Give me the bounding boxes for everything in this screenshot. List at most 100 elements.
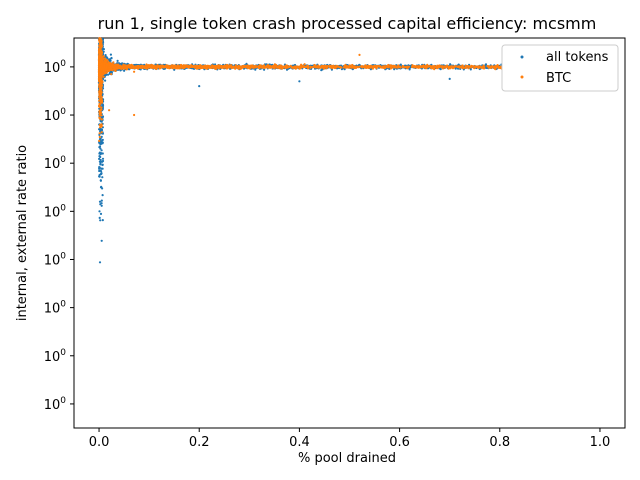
- point-btc: [98, 92, 101, 96]
- point-all-tokens: [104, 54, 107, 57]
- point-btc: [110, 73, 113, 76]
- point-btc: [404, 66, 407, 69]
- point-btc: [240, 65, 243, 68]
- point-all-tokens: [98, 200, 102, 203]
- point-btc: [98, 71, 101, 74]
- point-all-tokens: [98, 167, 101, 170]
- point-btc: [100, 97, 103, 100]
- point-btc: [100, 106, 103, 109]
- point-btc: [98, 99, 101, 102]
- point-btc: [230, 65, 233, 68]
- point-all-tokens: [98, 173, 101, 176]
- point-all-tokens: [98, 166, 101, 169]
- point-btc: [111, 63, 114, 66]
- point-btc: [483, 67, 486, 70]
- point-btc: [100, 53, 103, 56]
- point-all-tokens: [484, 63, 487, 66]
- point-all-tokens: [98, 216, 101, 219]
- point-btc: [369, 66, 372, 69]
- point-btc: [467, 67, 470, 70]
- point-btc: [100, 100, 103, 103]
- point-btc: [99, 66, 102, 69]
- point-btc: [415, 66, 418, 69]
- point-btc: [98, 88, 101, 91]
- point-all-tokens: [98, 133, 101, 136]
- point-btc: [438, 64, 441, 67]
- point-all-tokens: [99, 160, 102, 163]
- point-btc: [367, 65, 370, 68]
- y-tick-label: 100: [44, 107, 67, 124]
- point-btc: [102, 75, 105, 78]
- point-all-tokens: [486, 66, 489, 69]
- point-btc: [343, 66, 346, 69]
- point-btc: [124, 64, 127, 67]
- point-btc: [98, 96, 101, 99]
- point-btc: [211, 66, 214, 69]
- point-btc: [99, 50, 102, 54]
- point-btc: [99, 79, 102, 82]
- point-all-tokens: [100, 141, 103, 144]
- point-btc: [234, 67, 237, 70]
- point-btc: [337, 65, 340, 68]
- point-btc: [100, 131, 103, 134]
- x-tick-label: 0.4: [289, 435, 310, 450]
- point-all-tokens: [100, 149, 103, 152]
- point-btc: [98, 135, 101, 139]
- point-all-tokens: [101, 157, 105, 160]
- point-btc: [184, 65, 187, 68]
- point-all-tokens: [100, 239, 103, 242]
- point-all-tokens: [101, 152, 104, 155]
- y-tick-label: 100: [44, 155, 67, 172]
- point-btc: [303, 65, 306, 69]
- point-btc: [106, 59, 109, 62]
- point-btc: [263, 66, 267, 69]
- point-btc: [330, 65, 333, 68]
- point-btc: [105, 65, 108, 68]
- point-all-tokens: [100, 204, 103, 207]
- point-btc: [116, 67, 119, 70]
- point-btc: [398, 65, 402, 68]
- point-btc: [103, 59, 106, 62]
- point-btc: [112, 61, 115, 64]
- point-all-tokens: [99, 212, 103, 215]
- point-all-tokens: [198, 85, 201, 88]
- point-all-tokens: [100, 199, 103, 202]
- point-btc: [121, 65, 124, 68]
- point-all-tokens: [101, 219, 104, 222]
- point-btc: [245, 65, 248, 68]
- point-btc: [282, 65, 285, 68]
- point-btc: [118, 64, 122, 67]
- x-tick-label: 0.8: [489, 435, 510, 450]
- point-all-tokens: [101, 194, 104, 197]
- point-all-tokens: [99, 153, 102, 156]
- point-btc: [118, 66, 121, 69]
- point-all-tokens: [100, 172, 103, 175]
- point-btc: [132, 66, 135, 69]
- point-btc: [100, 65, 103, 68]
- point-btc: [356, 65, 359, 68]
- point-btc: [326, 65, 329, 68]
- point-btc: [145, 63, 148, 66]
- point-btc: [98, 59, 102, 62]
- point-all-tokens: [100, 170, 103, 173]
- point-btc: [108, 64, 111, 67]
- point-btc: [324, 65, 327, 68]
- point-btc: [100, 76, 103, 79]
- point-all-tokens: [98, 146, 101, 149]
- chart-title: run 1, single token crash processed capi…: [98, 14, 597, 33]
- point-btc: [272, 66, 275, 69]
- point-btc: [300, 63, 303, 66]
- point-btc: [385, 65, 388, 68]
- point-btc: [197, 65, 200, 68]
- point-btc: [426, 65, 429, 68]
- point-btc: [98, 48, 101, 52]
- point-btc: [228, 66, 231, 69]
- point-btc: [100, 91, 103, 94]
- point-btc: [203, 64, 207, 67]
- point-btc: [100, 59, 103, 62]
- point-btc: [433, 64, 436, 68]
- point-btc: [187, 64, 190, 67]
- point-btc: [474, 65, 477, 69]
- point-btc: [104, 69, 107, 72]
